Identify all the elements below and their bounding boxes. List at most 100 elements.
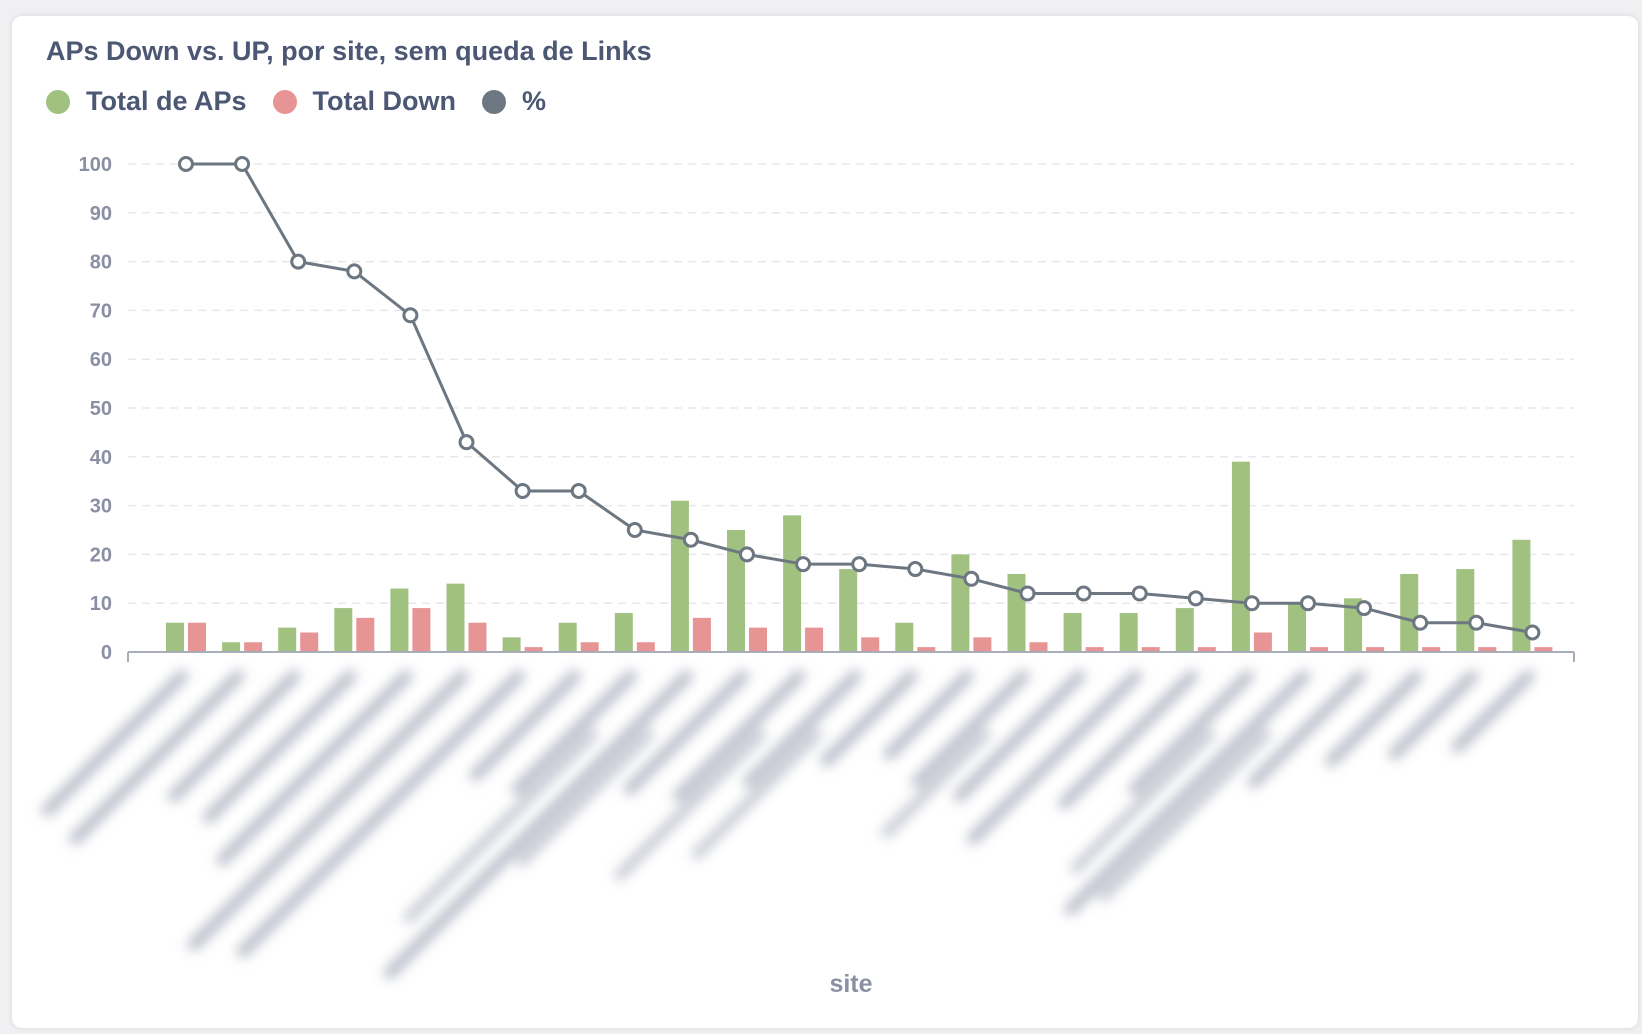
legend-label: Total Down xyxy=(312,86,457,116)
percent-point xyxy=(1187,590,1204,607)
bar-total-down xyxy=(973,637,992,652)
bar-total-aps xyxy=(895,622,914,652)
bar-total-down xyxy=(580,642,599,652)
category-labels-blurred xyxy=(41,670,1535,979)
percent-point xyxy=(458,434,475,451)
bar-total-down xyxy=(244,642,263,652)
y-tick-label: 0 xyxy=(101,642,112,664)
x-category-labels xyxy=(41,670,1535,979)
y-tick-label: 90 xyxy=(90,203,112,225)
bar-total-aps xyxy=(502,637,521,652)
percent-point xyxy=(963,570,980,587)
y-tick-label: 30 xyxy=(90,496,112,518)
bar-total-down xyxy=(1534,647,1553,652)
category-label xyxy=(41,670,188,817)
category-label xyxy=(511,670,637,796)
bar-total-aps xyxy=(670,500,689,652)
category-label xyxy=(69,670,245,845)
bar-total-down xyxy=(1197,647,1216,652)
y-tick-label: 40 xyxy=(90,447,112,469)
percent-point xyxy=(1019,585,1036,602)
category-label xyxy=(1098,729,1271,902)
y-tick-label: 70 xyxy=(90,300,112,322)
category-label xyxy=(820,670,918,767)
percent-point xyxy=(1356,600,1373,617)
bar-total-down xyxy=(356,617,375,652)
category-label xyxy=(911,670,1030,789)
percent-point xyxy=(739,546,755,563)
percent-point xyxy=(907,561,924,578)
category-label xyxy=(403,729,598,923)
bar-total-down xyxy=(1422,647,1441,652)
bar-total-aps xyxy=(1512,539,1531,652)
percent-point xyxy=(1131,585,1148,602)
bar-total-aps xyxy=(446,583,465,652)
legend-dot-icon xyxy=(46,89,70,114)
bar-total-aps xyxy=(558,622,577,652)
category-label xyxy=(743,670,862,789)
legend-label: Total de APs xyxy=(86,86,247,116)
legend-item-percent[interactable]: % xyxy=(482,86,546,117)
category-label xyxy=(1070,729,1215,874)
category-label xyxy=(672,670,806,803)
percent-point xyxy=(1468,614,1485,631)
bar-total-aps xyxy=(1456,569,1475,652)
category-label xyxy=(1451,670,1535,753)
bar-total-down xyxy=(805,627,824,652)
bar-total-aps xyxy=(1175,608,1194,652)
bar-total-down xyxy=(412,608,431,652)
bar-total-aps xyxy=(951,554,970,652)
bar-total-down xyxy=(1310,647,1328,652)
bar-total-aps xyxy=(1119,612,1138,652)
percent-point xyxy=(626,522,643,538)
bar-total-aps xyxy=(390,588,409,652)
legend-item-total-down[interactable]: Total Down xyxy=(272,86,457,117)
y-tick-label: 50 xyxy=(90,398,112,420)
legend-item-total-aps[interactable]: Total de APs xyxy=(46,86,247,117)
category-label xyxy=(1388,670,1479,760)
y-tick-label: 100 xyxy=(79,154,112,176)
category-label xyxy=(1325,670,1423,767)
legend-label: % xyxy=(522,86,547,116)
percent-line xyxy=(178,156,1541,641)
percent-point xyxy=(682,531,699,548)
category-label xyxy=(167,670,301,803)
bar-total-down xyxy=(861,637,880,652)
grid-lines xyxy=(128,163,1574,604)
bar-total-down xyxy=(1085,647,1104,652)
category-label xyxy=(202,670,357,824)
bar-total-aps xyxy=(727,530,745,652)
y-tick-label: 80 xyxy=(90,252,112,274)
bar-total-down xyxy=(1253,632,1272,652)
category-label xyxy=(1058,670,1198,810)
y-tick-label: 10 xyxy=(90,593,112,615)
category-label xyxy=(187,670,469,951)
category-label xyxy=(623,670,749,796)
percent-point xyxy=(234,156,251,172)
percent-point xyxy=(514,482,531,499)
bar-total-down xyxy=(1478,647,1497,652)
bar-total-aps xyxy=(1288,603,1306,652)
percent-point xyxy=(570,482,587,499)
bar-total-aps xyxy=(222,642,241,652)
y-tick-label: 60 xyxy=(90,349,112,371)
percent-point xyxy=(851,556,868,573)
category-label xyxy=(614,729,766,881)
x-axis xyxy=(127,651,1575,662)
y-tick-label: 20 xyxy=(90,544,112,566)
category-label xyxy=(469,670,581,781)
bar-total-down xyxy=(188,622,206,652)
bar-total-down xyxy=(692,617,711,652)
category-label xyxy=(881,729,991,838)
bar-total-aps xyxy=(1063,612,1082,652)
percent-point xyxy=(346,263,363,280)
percent-point xyxy=(178,156,194,172)
x-axis-title: site xyxy=(829,970,872,998)
chart-legend: Total de APs Total Down % xyxy=(46,86,572,117)
bar-total-aps xyxy=(614,612,633,652)
y-axis-ticks: 0 10 20 30 40 50 60 70 80 90 100 xyxy=(79,154,112,664)
bar-total-down xyxy=(524,647,543,652)
percent-point xyxy=(795,556,812,573)
category-label xyxy=(1248,670,1367,789)
